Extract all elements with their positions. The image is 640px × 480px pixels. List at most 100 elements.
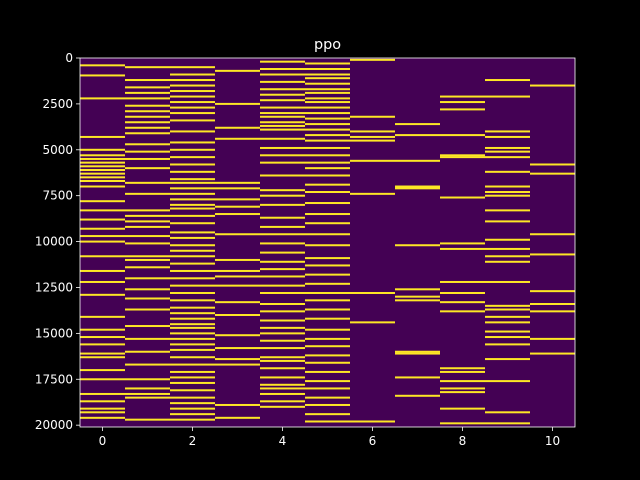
event-mark	[305, 68, 350, 71]
event-mark	[170, 277, 215, 280]
event-mark	[125, 288, 170, 291]
event-mark	[170, 130, 215, 133]
event-mark	[125, 392, 170, 395]
event-mark	[260, 400, 305, 403]
event-mark	[170, 255, 215, 258]
y-tick-label: 0	[65, 51, 73, 65]
event-mark	[125, 277, 170, 280]
event-mark	[170, 66, 215, 69]
event-mark	[170, 317, 215, 320]
event-mark	[260, 367, 305, 370]
event-marks	[80, 58, 575, 425]
event-mark	[80, 157, 125, 160]
event-mark	[395, 134, 440, 137]
event-mark	[530, 233, 575, 236]
event-mark	[350, 135, 395, 138]
plot-frame	[79, 57, 576, 428]
event-mark	[125, 181, 170, 184]
event-mark	[485, 343, 530, 346]
event-mark	[170, 101, 215, 104]
event-mark	[395, 159, 440, 162]
event-mark	[125, 97, 170, 100]
event-mark	[305, 73, 350, 76]
event-mark	[485, 156, 530, 159]
event-mark	[125, 192, 170, 195]
event-mark	[170, 170, 215, 173]
event-mark	[125, 242, 170, 245]
event-mark	[170, 389, 215, 392]
event-mark	[260, 387, 305, 390]
event-mark	[530, 172, 575, 175]
x-tick-label: 4	[279, 434, 287, 448]
event-mark	[305, 183, 350, 186]
event-mark	[170, 343, 215, 346]
event-mark	[350, 130, 395, 133]
event-mark	[80, 209, 125, 212]
event-mark	[260, 291, 305, 294]
event-mark	[80, 369, 125, 372]
event-mark	[125, 325, 170, 328]
event-mark	[260, 154, 305, 157]
event-mark	[125, 337, 170, 340]
event-mark	[485, 194, 530, 197]
event-mark	[170, 90, 215, 93]
event-mark	[260, 216, 305, 219]
event-mark	[305, 264, 350, 267]
event-mark	[350, 192, 395, 195]
event-mark	[80, 352, 125, 355]
event-mark	[260, 242, 305, 245]
event-mark	[440, 391, 485, 394]
event-mark	[485, 422, 530, 425]
event-mark	[485, 304, 530, 307]
event-mark	[305, 117, 350, 120]
event-mark	[260, 80, 305, 83]
event-mark	[260, 251, 305, 254]
event-mark	[485, 358, 530, 361]
event-mark	[395, 288, 440, 291]
event-mark	[530, 163, 575, 166]
event-mark	[170, 148, 215, 151]
event-mark	[80, 165, 125, 168]
event-mark	[80, 97, 125, 100]
event-mark	[170, 306, 215, 309]
event-mark	[350, 115, 395, 118]
event-mark	[125, 150, 170, 153]
x-tick-label: 2	[189, 434, 197, 448]
event-mark	[170, 356, 215, 359]
event-mark	[215, 198, 260, 201]
event-mark	[80, 168, 125, 171]
event-mark	[80, 218, 125, 221]
event-mark	[80, 280, 125, 283]
event-mark	[305, 308, 350, 311]
event-mark	[80, 416, 125, 419]
event-mark	[170, 418, 215, 421]
event-mark	[170, 332, 215, 335]
event-mark	[530, 303, 575, 305]
event-mark	[305, 403, 350, 406]
event-mark	[530, 352, 575, 355]
event-mark	[80, 407, 125, 410]
event-mark	[485, 209, 530, 212]
event-mark	[170, 79, 215, 82]
event-mark	[260, 310, 305, 313]
event-mark	[125, 225, 170, 228]
event-mark	[125, 255, 170, 258]
event-mark	[215, 363, 260, 366]
event-mark	[305, 123, 350, 126]
event-mark	[125, 86, 170, 89]
x-tick-label: 0	[99, 434, 107, 448]
event-mark	[305, 317, 350, 320]
event-mark	[215, 213, 260, 216]
event-mark	[215, 334, 260, 337]
event-mark	[440, 367, 485, 370]
event-mark	[125, 132, 170, 135]
event-mark	[350, 420, 395, 423]
event-mark	[170, 222, 215, 225]
event-mark	[80, 269, 125, 272]
event-mark	[305, 128, 350, 131]
event-mark	[170, 112, 215, 115]
event-mark	[125, 209, 170, 212]
event-mark	[260, 356, 305, 359]
event-mark	[215, 275, 260, 278]
event-mark	[215, 205, 260, 208]
